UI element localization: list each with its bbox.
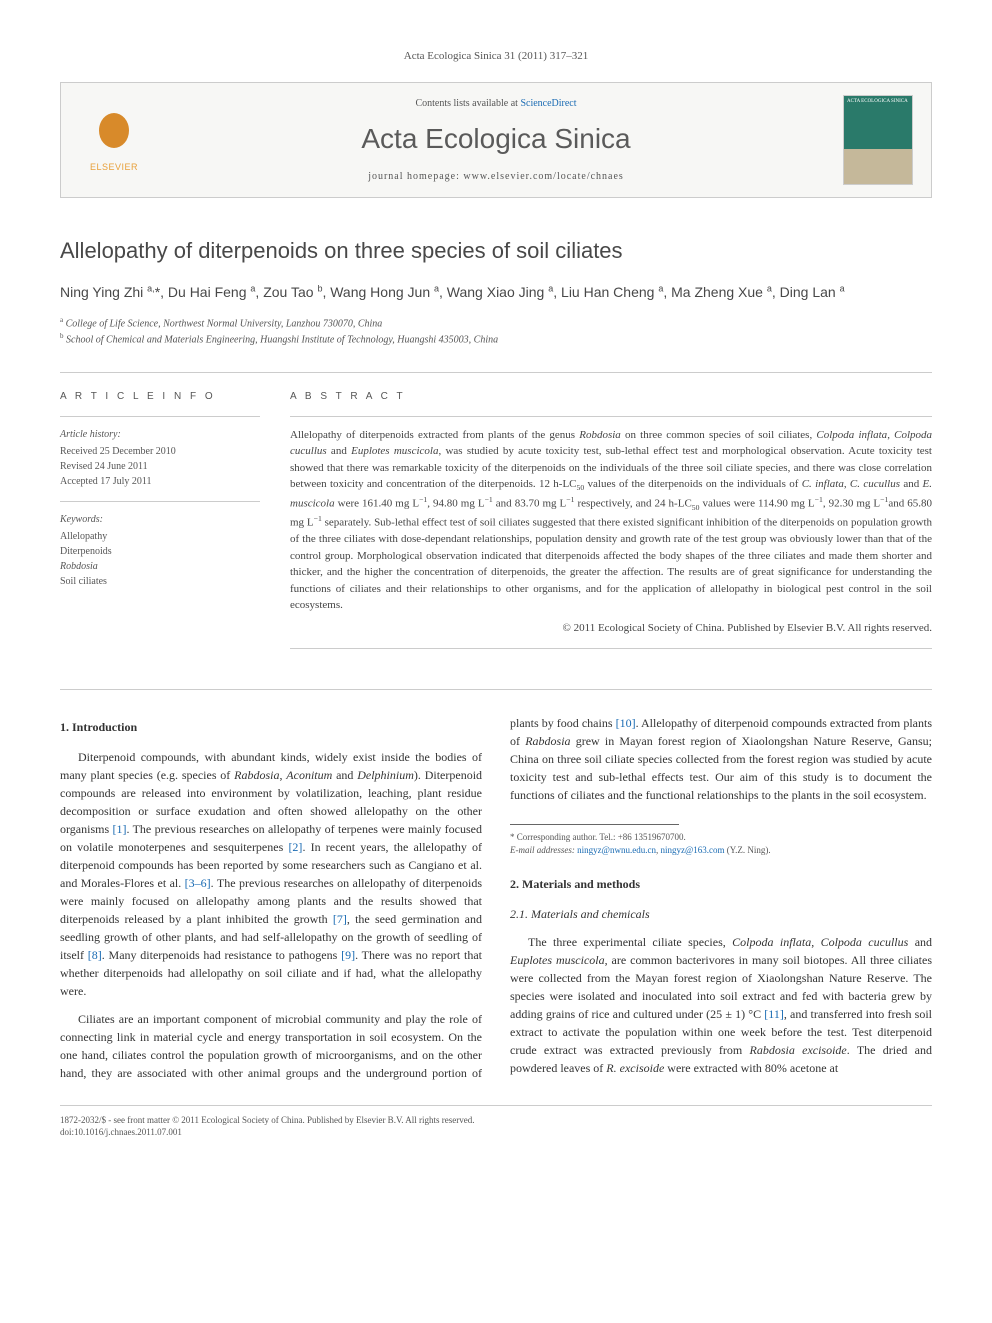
footnote-rule xyxy=(510,824,679,825)
abstract-heading: A B S T R A C T xyxy=(290,389,932,404)
abstract-text: Allelopathy of diterpenoids extracted fr… xyxy=(290,427,932,614)
intro-paragraph-1: Diterpenoid compounds, with abundant kin… xyxy=(60,748,482,1000)
contents-prefix: Contents lists available at xyxy=(415,98,520,109)
page: Acta Ecologica Sinica 31 (2011) 317–321 … xyxy=(0,0,992,1189)
sciencedirect-link[interactable]: ScienceDirect xyxy=(520,98,576,109)
affiliation-a: a College of Life Science, Northwest Nor… xyxy=(60,315,932,331)
email-link-1[interactable]: ningyz@nwnu.edu.cn xyxy=(577,845,656,855)
body-columns: 1. Introduction Diterpenoid compounds, w… xyxy=(60,714,932,1084)
info-rule-2 xyxy=(60,501,260,502)
journal-title: Acta Ecologica Sinica xyxy=(169,123,823,155)
homepage-prefix: journal homepage: xyxy=(368,171,463,182)
article-title: Allelopathy of diterpenoids on three spe… xyxy=(60,238,932,264)
keyword: Allelopathy xyxy=(60,529,260,544)
journal-cover-thumbnail[interactable]: ACTA ECOLOGICA SINICA xyxy=(843,95,913,185)
subsection-heading-materials: 2.1. Materials and chemicals xyxy=(510,905,932,923)
section-heading-mm: 2. Materials and methods xyxy=(510,875,932,893)
revised-date: Revised 24 June 2011 xyxy=(60,459,260,474)
received-date: Received 25 December 2010 xyxy=(60,444,260,459)
footer-line-1: 1872-2032/$ - see front matter © 2011 Ec… xyxy=(60,1114,932,1127)
page-footer: 1872-2032/$ - see front matter © 2011 Ec… xyxy=(60,1105,932,1139)
affiliations: a College of Life Science, Northwest Nor… xyxy=(60,315,932,348)
keyword: Soil ciliates xyxy=(60,574,260,589)
email-label: E-mail addresses: xyxy=(510,845,575,855)
email-link-2[interactable]: ningyz@163.com xyxy=(660,845,724,855)
accepted-date: Accepted 17 July 2011 xyxy=(60,474,260,489)
corresponding-author: * Corresponding author. Tel.: +86 135196… xyxy=(510,831,932,844)
contents-line: Contents lists available at ScienceDirec… xyxy=(169,98,823,109)
body-rule xyxy=(60,689,932,690)
email-line: E-mail addresses: ningyz@nwnu.edu.cn, ni… xyxy=(510,844,932,857)
footer-doi: doi:10.1016/j.chnaes.2011.07.001 xyxy=(60,1126,932,1139)
keyword: Diterpenoids xyxy=(60,544,260,559)
journal-banner: ELSEVIER Contents lists available at Sci… xyxy=(60,82,932,198)
affiliation-b: b School of Chemical and Materials Engin… xyxy=(60,331,932,347)
elsevier-tree-icon xyxy=(89,108,139,158)
publisher-name: ELSEVIER xyxy=(90,162,138,172)
abstract-rule-bottom xyxy=(290,648,932,649)
running-header: Acta Ecologica Sinica 31 (2011) 317–321 xyxy=(60,50,932,62)
abstract-rule xyxy=(290,416,932,417)
footnotes: * Corresponding author. Tel.: +86 135196… xyxy=(510,831,932,856)
history-label: Article history: xyxy=(60,427,260,442)
article-info-heading: A R T I C L E I N F O xyxy=(60,389,260,404)
section-heading-intro: 1. Introduction xyxy=(60,718,482,736)
email-suffix: (Y.Z. Ning). xyxy=(727,845,771,855)
info-rule xyxy=(60,416,260,417)
publisher-logo[interactable]: ELSEVIER xyxy=(79,108,149,172)
homepage-url[interactable]: www.elsevier.com/locate/chnaes xyxy=(463,171,623,182)
authors-line: Ning Ying Zhi a,*, Du Hai Feng a, Zou Ta… xyxy=(60,282,932,303)
keyword: Robdosia xyxy=(60,559,260,574)
article-info: A R T I C L E I N F O Article history: R… xyxy=(60,389,260,660)
homepage-line: journal homepage: www.elsevier.com/locat… xyxy=(169,171,823,182)
keywords-label: Keywords: xyxy=(60,512,260,527)
info-abstract-row: A R T I C L E I N F O Article history: R… xyxy=(60,372,932,660)
mm-paragraph-1: The three experimental ciliate species, … xyxy=(510,933,932,1077)
abstract: A B S T R A C T Allelopathy of diterpeno… xyxy=(290,389,932,660)
abstract-copyright: © 2011 Ecological Society of China. Publ… xyxy=(290,620,932,637)
banner-center: Contents lists available at ScienceDirec… xyxy=(169,98,823,182)
